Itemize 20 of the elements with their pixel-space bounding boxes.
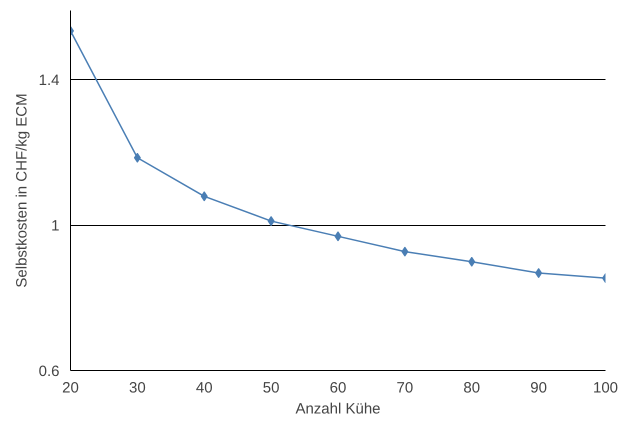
y-tick-label: 1 — [51, 218, 60, 235]
x-axis-title: Anzahl Kühe — [295, 400, 381, 418]
y-tick-label: 1.4 — [38, 72, 60, 90]
y-axis-title: Selbstkosten in CHF/kg ECM — [14, 93, 31, 288]
y-tick-label: 0.6 — [38, 363, 60, 380]
x-tick-label: 40 — [196, 380, 213, 396]
x-tick-label: 50 — [262, 380, 280, 396]
x-tick-label: 60 — [330, 380, 346, 396]
point — [268, 216, 275, 226]
x-tick-label: 20 — [62, 380, 79, 396]
x-tick-label: 100 — [592, 380, 618, 396]
point — [401, 246, 408, 257]
x-tick-label: 30 — [129, 380, 146, 396]
x-tick-label: 80 — [463, 380, 480, 396]
point — [200, 191, 208, 202]
x-tick-label: 70 — [396, 380, 414, 396]
point — [134, 152, 141, 163]
point — [535, 268, 542, 278]
point — [468, 256, 476, 267]
x-tick-label: 90 — [530, 380, 547, 396]
